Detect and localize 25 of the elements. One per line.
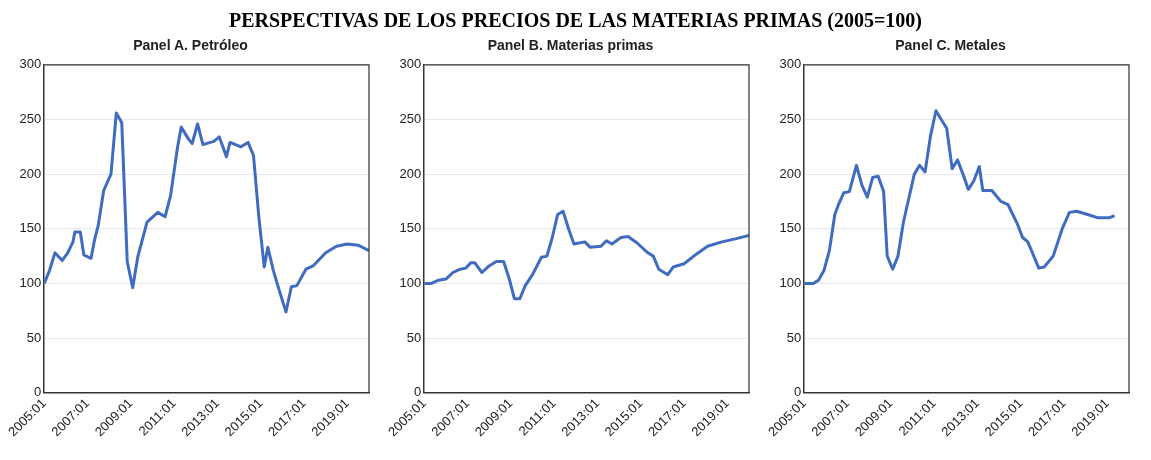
y-tick-label: 300: [19, 56, 42, 72]
y-tick-label: 250: [19, 111, 42, 127]
y-tick-label: 50: [406, 329, 422, 345]
y-tick-label: 50: [26, 329, 42, 345]
y-tick-label: 150: [19, 220, 42, 236]
y-tick-label: 300: [779, 56, 802, 72]
y-tick-label: 200: [399, 165, 422, 181]
y-tick-label: 150: [779, 220, 802, 236]
chart-title: Panel A. Petróleo: [133, 37, 248, 54]
chart-title: Panel B. Materias primas: [487, 37, 654, 54]
chart-title: Panel C. Metales: [895, 37, 1006, 54]
y-tick-label: 250: [399, 111, 422, 127]
y-tick-label: 250: [779, 111, 802, 127]
y-tick-label: 100: [19, 275, 42, 291]
y-tick-label: 0: [413, 384, 422, 400]
text: PERSPECTIVAS DE LOS PRECIOS DE LAS MATERIAS PRIMAS (2005=100): [228, 8, 923, 32]
y-tick-label: 200: [19, 165, 42, 181]
y-tick-label: 200: [779, 165, 802, 181]
y-tick-label: 100: [779, 275, 802, 291]
y-tick-label: 0: [33, 384, 42, 400]
y-tick-label: 50: [786, 329, 802, 345]
y-tick-label: 0: [793, 384, 802, 400]
y-tick-label: 300: [399, 56, 422, 72]
y-tick-label: 150: [399, 220, 422, 236]
y-tick-label: 100: [399, 275, 422, 291]
